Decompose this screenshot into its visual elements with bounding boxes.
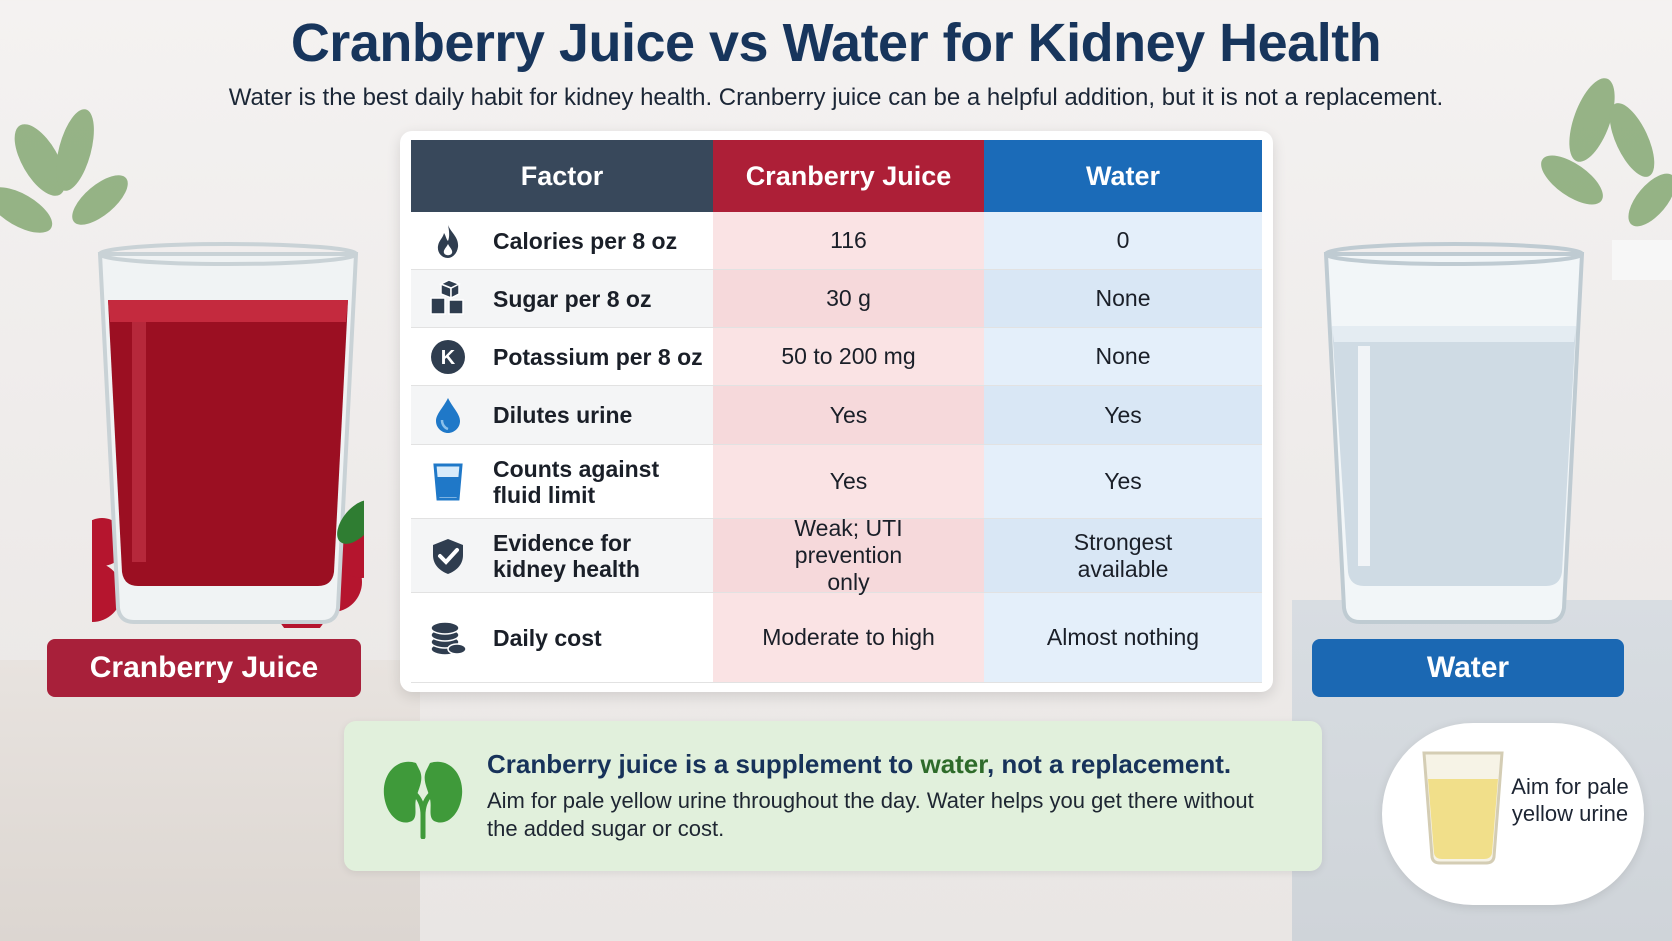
- note-title: Cranberry juice is a supplement to water…: [487, 749, 1232, 779]
- factor-label: Daily cost: [493, 624, 602, 651]
- table-row: Dilutes urine Yes Yes: [411, 386, 1262, 445]
- water-cell: None: [984, 270, 1262, 327]
- factor-label: Evidence for kidney health: [493, 529, 640, 582]
- factor-label: Potassium per 8 oz: [493, 343, 703, 370]
- water-drop-icon: [429, 396, 467, 434]
- header-water: Water: [984, 140, 1262, 212]
- cranberry-juice-cell: Yes: [713, 386, 984, 444]
- pale-yellow-glass-icon: [1422, 751, 1504, 865]
- flame-icon: [429, 222, 467, 260]
- factor-cell: Dilutes urine: [411, 386, 713, 444]
- factor-cell: K Potassium per 8 oz: [411, 328, 713, 385]
- cranberry-juice-cell: 50 to 200 mg: [781, 343, 916, 369]
- factor-label: Sugar per 8 oz: [493, 285, 652, 312]
- header-factor: Factor: [411, 140, 713, 212]
- table-row: Counts against fluid limit Yes Yes: [411, 445, 1262, 519]
- cranberry-juice-cell: 116: [830, 227, 867, 253]
- plant-decoration: [1541, 78, 1672, 280]
- factor-cell: Daily cost: [411, 593, 713, 682]
- water-cell: Yes: [1104, 468, 1142, 494]
- header-cranberry-juice: Cranberry Juice: [713, 140, 984, 212]
- factor-cell: Evidence for kidney health: [411, 519, 713, 592]
- factor-cell: Calories per 8 oz: [411, 212, 713, 269]
- plant-decoration: [0, 109, 128, 233]
- table-row: Daily cost Moderate to high Almost nothing: [411, 593, 1262, 683]
- factor-cell: Sugar per 8 oz: [411, 270, 713, 327]
- comparison-table: Factor Cranberry Juice Water Calories pe…: [400, 131, 1273, 692]
- potassium-k-icon: K: [429, 338, 467, 376]
- shield-check-icon: [429, 537, 467, 575]
- table-row: Evidence for kidney health Weak; UTI prev…: [411, 515, 1262, 595]
- table-row: K Potassium per 8 oz 50 to 200 mg None: [411, 328, 1262, 386]
- svg-text:K: K: [441, 347, 456, 369]
- summary-note: Cranberry juice is a supplement to water…: [344, 721, 1322, 871]
- note-body: Aim for pale yellow urine throughout the…: [487, 788, 1254, 841]
- coins-icon: [429, 619, 467, 657]
- cranberry-juice-cell: Yes: [829, 468, 868, 494]
- water-cell: None: [1095, 343, 1151, 369]
- pale-yellow-tip: Aim for pale yellow urine: [1382, 723, 1644, 905]
- factor-label: Counts against fluid limit: [493, 455, 660, 508]
- kidney-icon: [383, 761, 463, 839]
- table-row: Sugar per 8 oz 30 g None: [411, 270, 1262, 328]
- water-label: Water: [1312, 639, 1624, 697]
- table-row: Calories per 8 oz 116 0: [411, 212, 1262, 270]
- cranberry-juice-cell: 30 g: [713, 270, 984, 327]
- factor-cell: Counts against fluid limit: [411, 445, 713, 518]
- cranberry-juice-label: Cranberry Juice: [47, 639, 361, 697]
- cup-icon: [429, 463, 467, 501]
- tip-text: Aim for pale yellow urine: [1511, 774, 1629, 826]
- cranberry-juice-glass-icon: [92, 242, 364, 628]
- factor-label: Calories per 8 oz: [493, 227, 678, 254]
- water-cell: Yes: [984, 386, 1262, 444]
- water-glass-icon: [1323, 242, 1585, 624]
- cranberry-juice-cell: Weak; UTI prevention only: [713, 515, 984, 595]
- sugar-cubes-icon: [429, 278, 467, 318]
- page-subtitle: Water is the best daily habit for kidney…: [228, 84, 1444, 111]
- water-cell: Almost nothing: [1046, 624, 1200, 650]
- factor-label: Dilutes urine: [493, 402, 633, 428]
- cranberry-juice-cell: Moderate to high: [762, 624, 935, 650]
- page-title: Cranberry Juice vs Water for Kidney Heal…: [290, 13, 1382, 73]
- water-cell: Strongest available: [984, 519, 1262, 592]
- water-cell: 0: [1116, 227, 1130, 253]
